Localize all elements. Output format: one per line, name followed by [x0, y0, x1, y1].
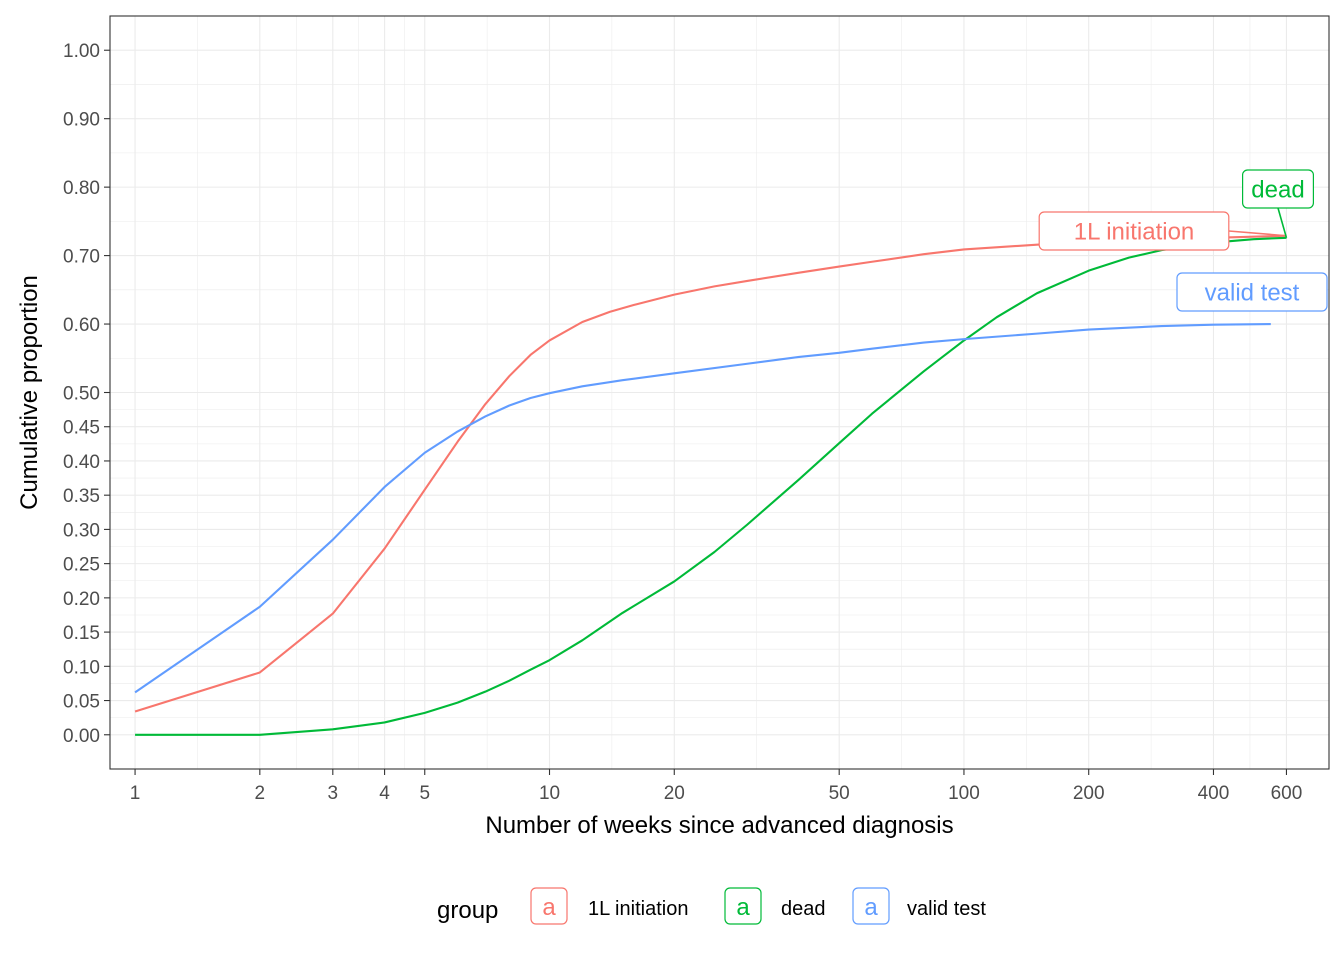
end-label-box [1176, 272, 1328, 312]
x-tick-label: 600 [1271, 783, 1303, 804]
x-tick-label: 10 [539, 783, 560, 804]
end-label-box [1241, 169, 1314, 209]
y-tick-label: 0.25 [63, 555, 100, 576]
series-line [135, 236, 1287, 736]
x-tick-label: 200 [1073, 783, 1105, 804]
end-label-text: valid test [1205, 280, 1300, 307]
legend-label: valid test [907, 898, 986, 920]
x-tick-label: 2 [255, 783, 266, 804]
label-leader-line [1228, 230, 1287, 237]
x-tick-label: 3 [328, 783, 339, 804]
y-axis-title: Cumulative proportion [16, 275, 43, 510]
x-tick-label: 5 [419, 783, 430, 804]
legend-label: dead [781, 898, 826, 920]
legend-key-glyph: a [864, 894, 878, 921]
y-tick-label: 0.80 [63, 178, 100, 199]
y-axis-ticks: 0.00 0.05 0.10 0.15 0.20 0.25 0.30 0.35 0.40 0.45… [63, 41, 110, 747]
end-label-box [1038, 211, 1230, 251]
x-tick-label: 50 [829, 783, 850, 804]
legend-label: 1L initiation [588, 898, 688, 920]
legend-title: group [437, 897, 498, 924]
x-axis-title: Number of weeks since advanced diagnosis [485, 812, 953, 839]
label-leader-lines [1228, 207, 1288, 239]
y-tick-label: 0.00 [63, 726, 100, 747]
y-tick-label: 0.45 [63, 418, 100, 439]
x-tick-label: 1 [130, 783, 141, 804]
y-tick-label: 0.40 [63, 452, 100, 473]
end-label-text: dead [1251, 177, 1304, 204]
legend-items: a 1L initiation a dead a valid test [530, 887, 986, 925]
y-tick-label: 1.00 [63, 41, 100, 62]
y-tick-label: 0.20 [63, 589, 100, 610]
y-tick-label: 0.30 [63, 520, 100, 541]
x-tick-label: 100 [948, 783, 980, 804]
y-tick-label: 0.50 [63, 384, 100, 405]
series-line [134, 234, 1287, 713]
legend-key-glyph: a [542, 894, 556, 921]
series-lines [134, 234, 1287, 736]
legend-key-glyph: a [736, 894, 750, 921]
x-tick-label: 400 [1198, 783, 1230, 804]
legend-key [852, 887, 890, 925]
y-tick-label: 0.05 [63, 692, 100, 713]
y-tick-label: 0.70 [63, 247, 100, 268]
end-label-text: 1L initiation [1074, 219, 1195, 246]
series-end-labels: 1L initiation dead valid test [1038, 169, 1328, 312]
series-line [134, 323, 1271, 694]
y-tick-label: 0.10 [63, 657, 100, 678]
x-tick-label: 20 [664, 783, 685, 804]
y-tick-label: 0.60 [63, 315, 100, 336]
x-tick-label: 4 [379, 783, 390, 804]
label-leader-line [1277, 207, 1288, 239]
y-tick-label: 0.90 [63, 110, 100, 131]
legend: group a 1L initiation a dead a valid test [437, 887, 986, 925]
y-tick-label: 0.35 [63, 486, 100, 507]
y-tick-label: 0.15 [63, 623, 100, 644]
x-axis-ticks: 1 2 3 4 5 10 20 50 100 200 400 600 [130, 769, 1303, 804]
legend-key [530, 887, 568, 925]
legend-key [724, 887, 762, 925]
